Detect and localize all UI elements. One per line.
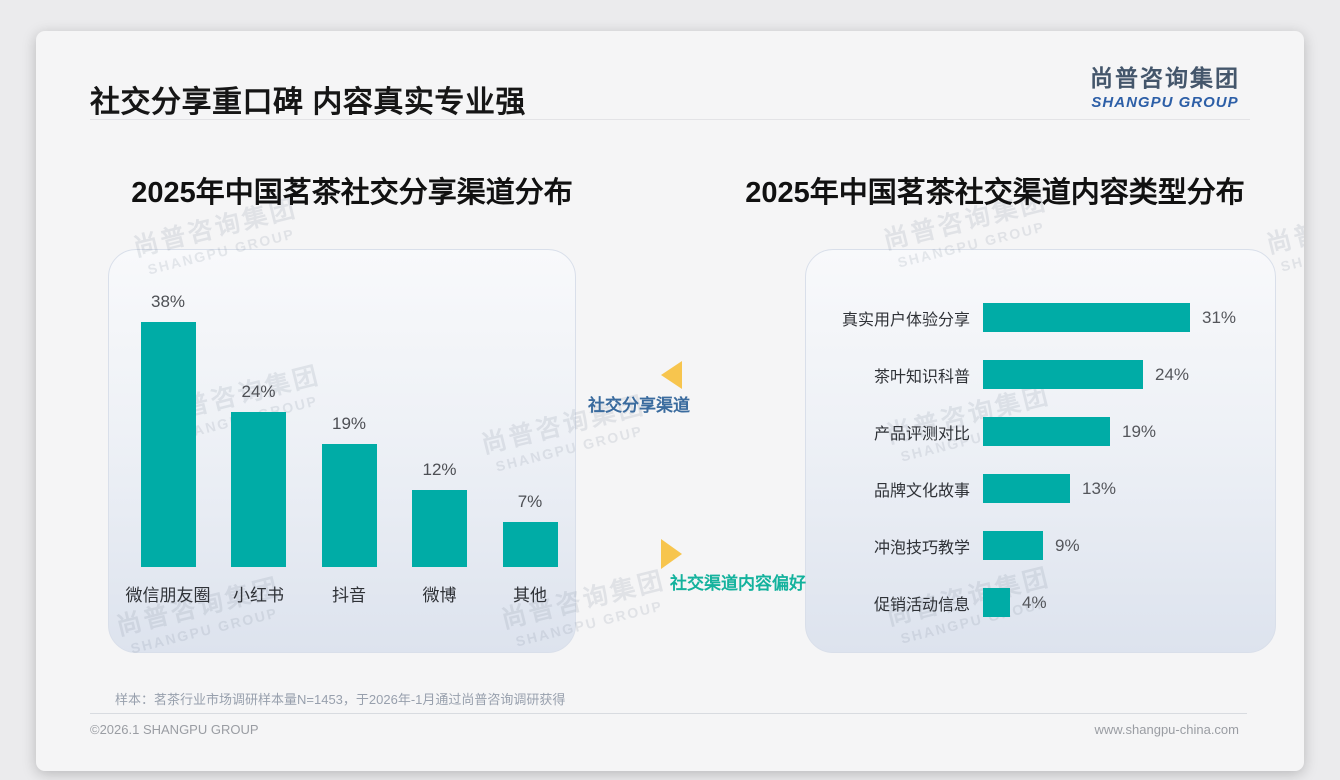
right-chart-title: 2025年中国茗茶社交渠道内容类型分布: [745, 177, 1245, 209]
bar-column: 24%: [222, 281, 296, 567]
bar-value-label: 7%: [517, 492, 543, 511]
logo-english-text: SHANGPU GROUP: [1091, 94, 1239, 111]
bar: [321, 444, 377, 567]
bar-value-label: 19%: [331, 414, 367, 433]
hbar-row: 真实用户体验分享 31%: [820, 289, 1270, 346]
left-chart-title: 2025年中国茗茶社交分享渠道分布: [131, 177, 573, 209]
bar-column: 7%: [493, 281, 567, 567]
footer-website: www.shangpu-china.com: [1094, 722, 1239, 737]
footer-copyright: ©2026.1 SHANGPU GROUP: [90, 722, 259, 737]
hbar-row: 促销活动信息 4%: [820, 574, 1270, 631]
hbar-category-label: 真实用户体验分享: [841, 311, 970, 329]
hbar-value-label: 31%: [1202, 307, 1237, 327]
hbar-row: 冲泡技巧教学 9%: [820, 517, 1270, 574]
bar: [140, 322, 196, 567]
bar-category-label: 小红书: [233, 586, 284, 605]
hbar-value-label: 13%: [1082, 478, 1117, 498]
hbar: [983, 417, 1110, 446]
page-title: 社交分享重口碑 内容真实专业强: [90, 86, 526, 119]
hbar: [983, 474, 1070, 503]
bar: [231, 412, 286, 567]
bar-value-label: 38%: [150, 292, 186, 311]
company-logo: 尚普咨询集团 SHANGPU GROUP: [1090, 59, 1240, 111]
hbar-category-label: 促销活动信息: [873, 596, 970, 614]
bar-category-label: 其他: [513, 586, 547, 605]
bar-category-label: 抖音: [332, 586, 366, 605]
sample-note: 样本：茗茶行业市场调研样本量N=1453，于2026年-1月通过尚普咨询调研获得: [115, 692, 566, 707]
bar-category-label: 微信朋友圈: [125, 586, 211, 605]
hbar: [983, 531, 1043, 560]
bar-value-label: 24%: [241, 382, 276, 401]
title-divider: [90, 119, 1250, 120]
footer-divider: [90, 713, 1247, 714]
left-chart-annotation: 社交分享渠道: [588, 396, 690, 415]
hbar-value-label: 9%: [1055, 535, 1080, 555]
hbar: [983, 303, 1190, 332]
horizontal-bar-chart: 真实用户体验分享 31% 茶叶知识科普 24% 产品评测对比 19% 品牌文化故事 13% 冲泡…: [820, 289, 1270, 631]
bar-value-label: 12%: [422, 460, 457, 479]
hbar-category-label: 产品评测对比: [873, 425, 970, 443]
hbar-row: 产品评测对比 19%: [820, 403, 1270, 460]
arrow-right-icon: [661, 539, 682, 569]
right-chart-annotation: 社交渠道内容偏好: [670, 574, 806, 593]
logo-chinese-text: 尚普咨询集团: [1090, 65, 1240, 91]
vertical-bar-chart: 38% 24% 19% 12% 7%: [131, 281, 567, 567]
hbar-value-label: 19%: [1122, 421, 1157, 441]
hbar-value-label: 24%: [1155, 364, 1190, 384]
hbar-category-label: 茶叶知识科普: [873, 368, 970, 386]
hbar-category-label: 冲泡技巧教学: [873, 539, 970, 557]
hbar: [983, 588, 1010, 617]
hbar-row: 品牌文化故事 13%: [820, 460, 1270, 517]
bar: [502, 522, 558, 567]
bar-column: 12%: [403, 281, 477, 567]
arrow-left-icon: [661, 361, 682, 389]
vertical-bar-chart-categories: 微信朋友圈 小红书 抖音 微博 其他: [125, 581, 567, 606]
hbar-row: 茶叶知识科普 24%: [820, 346, 1270, 403]
bar-column: 19%: [312, 281, 386, 567]
hbar-value-label: 4%: [1022, 592, 1047, 612]
bar: [412, 490, 467, 567]
hbar-category-label: 品牌文化故事: [873, 482, 970, 500]
hbar: [983, 360, 1143, 389]
bar-category-label: 微博: [422, 586, 457, 605]
bar-column: 38%: [131, 281, 205, 567]
